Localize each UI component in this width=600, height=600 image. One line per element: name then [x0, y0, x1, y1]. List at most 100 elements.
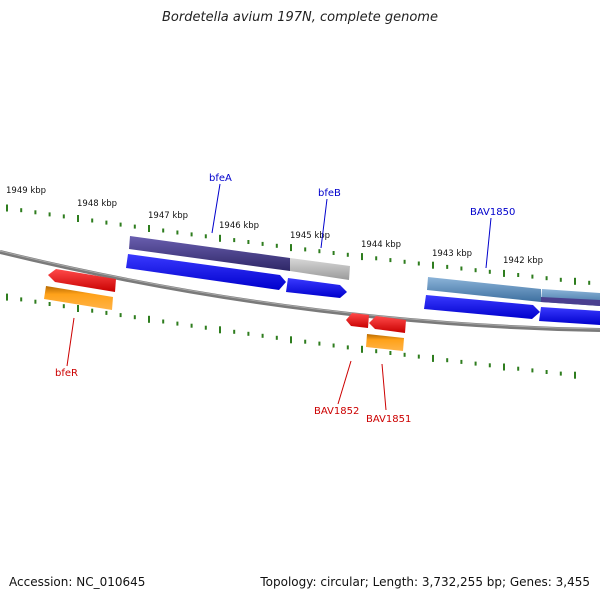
cds-bfeA-arrow[interactable]	[126, 254, 286, 290]
upper-tick	[375, 256, 378, 261]
upper-tick	[588, 280, 591, 285]
lower-tick	[261, 333, 264, 338]
lower-tick	[219, 326, 221, 334]
cds-bfeB-arrow[interactable]	[286, 278, 347, 298]
lower-tick	[190, 323, 193, 328]
lower-tick	[574, 371, 576, 379]
kbp-label-1949: 1949 kbp	[6, 186, 46, 196]
lower-tick	[488, 363, 491, 368]
upper-tick	[517, 273, 520, 277]
gene-label-bfeA: bfeA	[209, 173, 232, 184]
upper-tick	[531, 274, 534, 279]
genome-backbone	[0, 250, 600, 332]
kbp-label-1945: 1945 kbp	[290, 231, 330, 241]
upper-tick	[77, 215, 79, 222]
upper-tick	[219, 234, 221, 242]
cds-BAV1850-arrow[interactable]	[424, 295, 540, 319]
kbp-scale: 1949 kbp 1948 kbp 1947 kbp 1946 kbp 1945…	[6, 186, 543, 266]
gene-BAV1851-arrow[interactable]	[369, 316, 406, 333]
upper-tick	[204, 234, 207, 239]
lower-tick	[204, 325, 207, 330]
upper-tick	[34, 210, 37, 215]
lower-tick	[403, 352, 406, 357]
kbp-label-1946: 1946 kbp	[219, 221, 259, 231]
upper-tick	[503, 269, 505, 277]
cds-BAV1851-bar[interactable]	[366, 334, 404, 351]
lower-tick	[517, 366, 520, 371]
gene-bfeR-arrow[interactable]	[48, 269, 116, 292]
upper-tick	[574, 277, 576, 285]
lower-tick	[474, 361, 477, 366]
upper-tick	[133, 224, 136, 229]
upper-tick	[446, 264, 449, 269]
lower-tick	[148, 315, 150, 323]
gene-bfeA-bar[interactable]	[129, 236, 290, 271]
upper-tick	[332, 251, 335, 255]
cds-BAV1849-arrow[interactable]	[539, 307, 600, 325]
leader-bfeB	[320, 198, 328, 249]
kbp-label-1942: 1942 kbp	[503, 256, 543, 266]
gene-BAV1850-bar[interactable]	[427, 277, 541, 302]
lower-tick	[304, 339, 307, 344]
upper-tick	[545, 276, 548, 281]
upper-tick	[105, 220, 108, 225]
lower-tick	[105, 310, 108, 315]
lower-tick	[6, 293, 8, 301]
upper-tick	[91, 218, 94, 223]
lower-tick	[62, 304, 65, 309]
upper-tick	[432, 261, 434, 269]
gene-label-bfeR: bfeR	[55, 368, 78, 379]
lower-tick	[290, 336, 292, 344]
lower-tick	[233, 329, 236, 334]
lower-tick-row	[6, 293, 576, 379]
gene-BAV1852-arrow[interactable]	[346, 313, 369, 328]
genome-backbone-highlight	[0, 250, 600, 330]
lower-tick	[375, 349, 378, 354]
lower-tick	[545, 370, 548, 374]
upper-tick	[361, 253, 363, 261]
lower-tick	[389, 351, 392, 355]
upper-tick	[233, 238, 236, 243]
gene-label-BAV1850: BAV1850	[470, 207, 515, 218]
upper-tick	[488, 269, 491, 274]
gene-label-BAV1851: BAV1851	[366, 414, 411, 425]
lower-tick	[346, 345, 349, 350]
lower-tick	[559, 371, 562, 376]
lower-tick	[446, 358, 449, 363]
kbp-label-1944: 1944 kbp	[361, 240, 401, 250]
lower-tick	[247, 331, 250, 336]
lower-tick	[77, 305, 79, 312]
lower-tick	[275, 335, 278, 340]
map-title: Bordetella avium 197N, complete genome	[162, 10, 438, 25]
leader-bfeA	[211, 183, 221, 234]
lower-tick	[133, 315, 136, 320]
upper-tick	[6, 204, 8, 212]
leader-BAV1852	[337, 360, 352, 405]
upper-tick	[389, 258, 392, 263]
kbp-label-1948: 1948 kbp	[77, 199, 117, 209]
upper-tick	[275, 243, 278, 248]
lower-tick	[162, 319, 165, 324]
upper-tick	[290, 244, 292, 252]
lower-tick	[531, 368, 534, 373]
upper-tick	[247, 240, 250, 244]
upper-tick	[474, 268, 477, 273]
leader-bfeR	[66, 317, 75, 367]
leader-BAV1850	[485, 217, 492, 269]
gene-label-BAV1852: BAV1852	[314, 406, 359, 417]
upper-tick	[460, 266, 463, 271]
upper-tick	[261, 241, 264, 246]
lower-tick	[460, 359, 463, 364]
upper-tick	[559, 277, 562, 282]
cds-bfeR-bar[interactable]	[44, 286, 113, 310]
upper-tick	[20, 208, 23, 213]
gene-bfeB-bar[interactable]	[290, 258, 350, 280]
lower-tick	[417, 354, 420, 359]
upper-tick	[346, 252, 349, 257]
upper-tick	[148, 225, 150, 232]
upper-tick	[304, 247, 307, 252]
upper-tick	[119, 222, 122, 227]
lower-tick	[332, 343, 335, 348]
lower-tick	[176, 321, 179, 326]
